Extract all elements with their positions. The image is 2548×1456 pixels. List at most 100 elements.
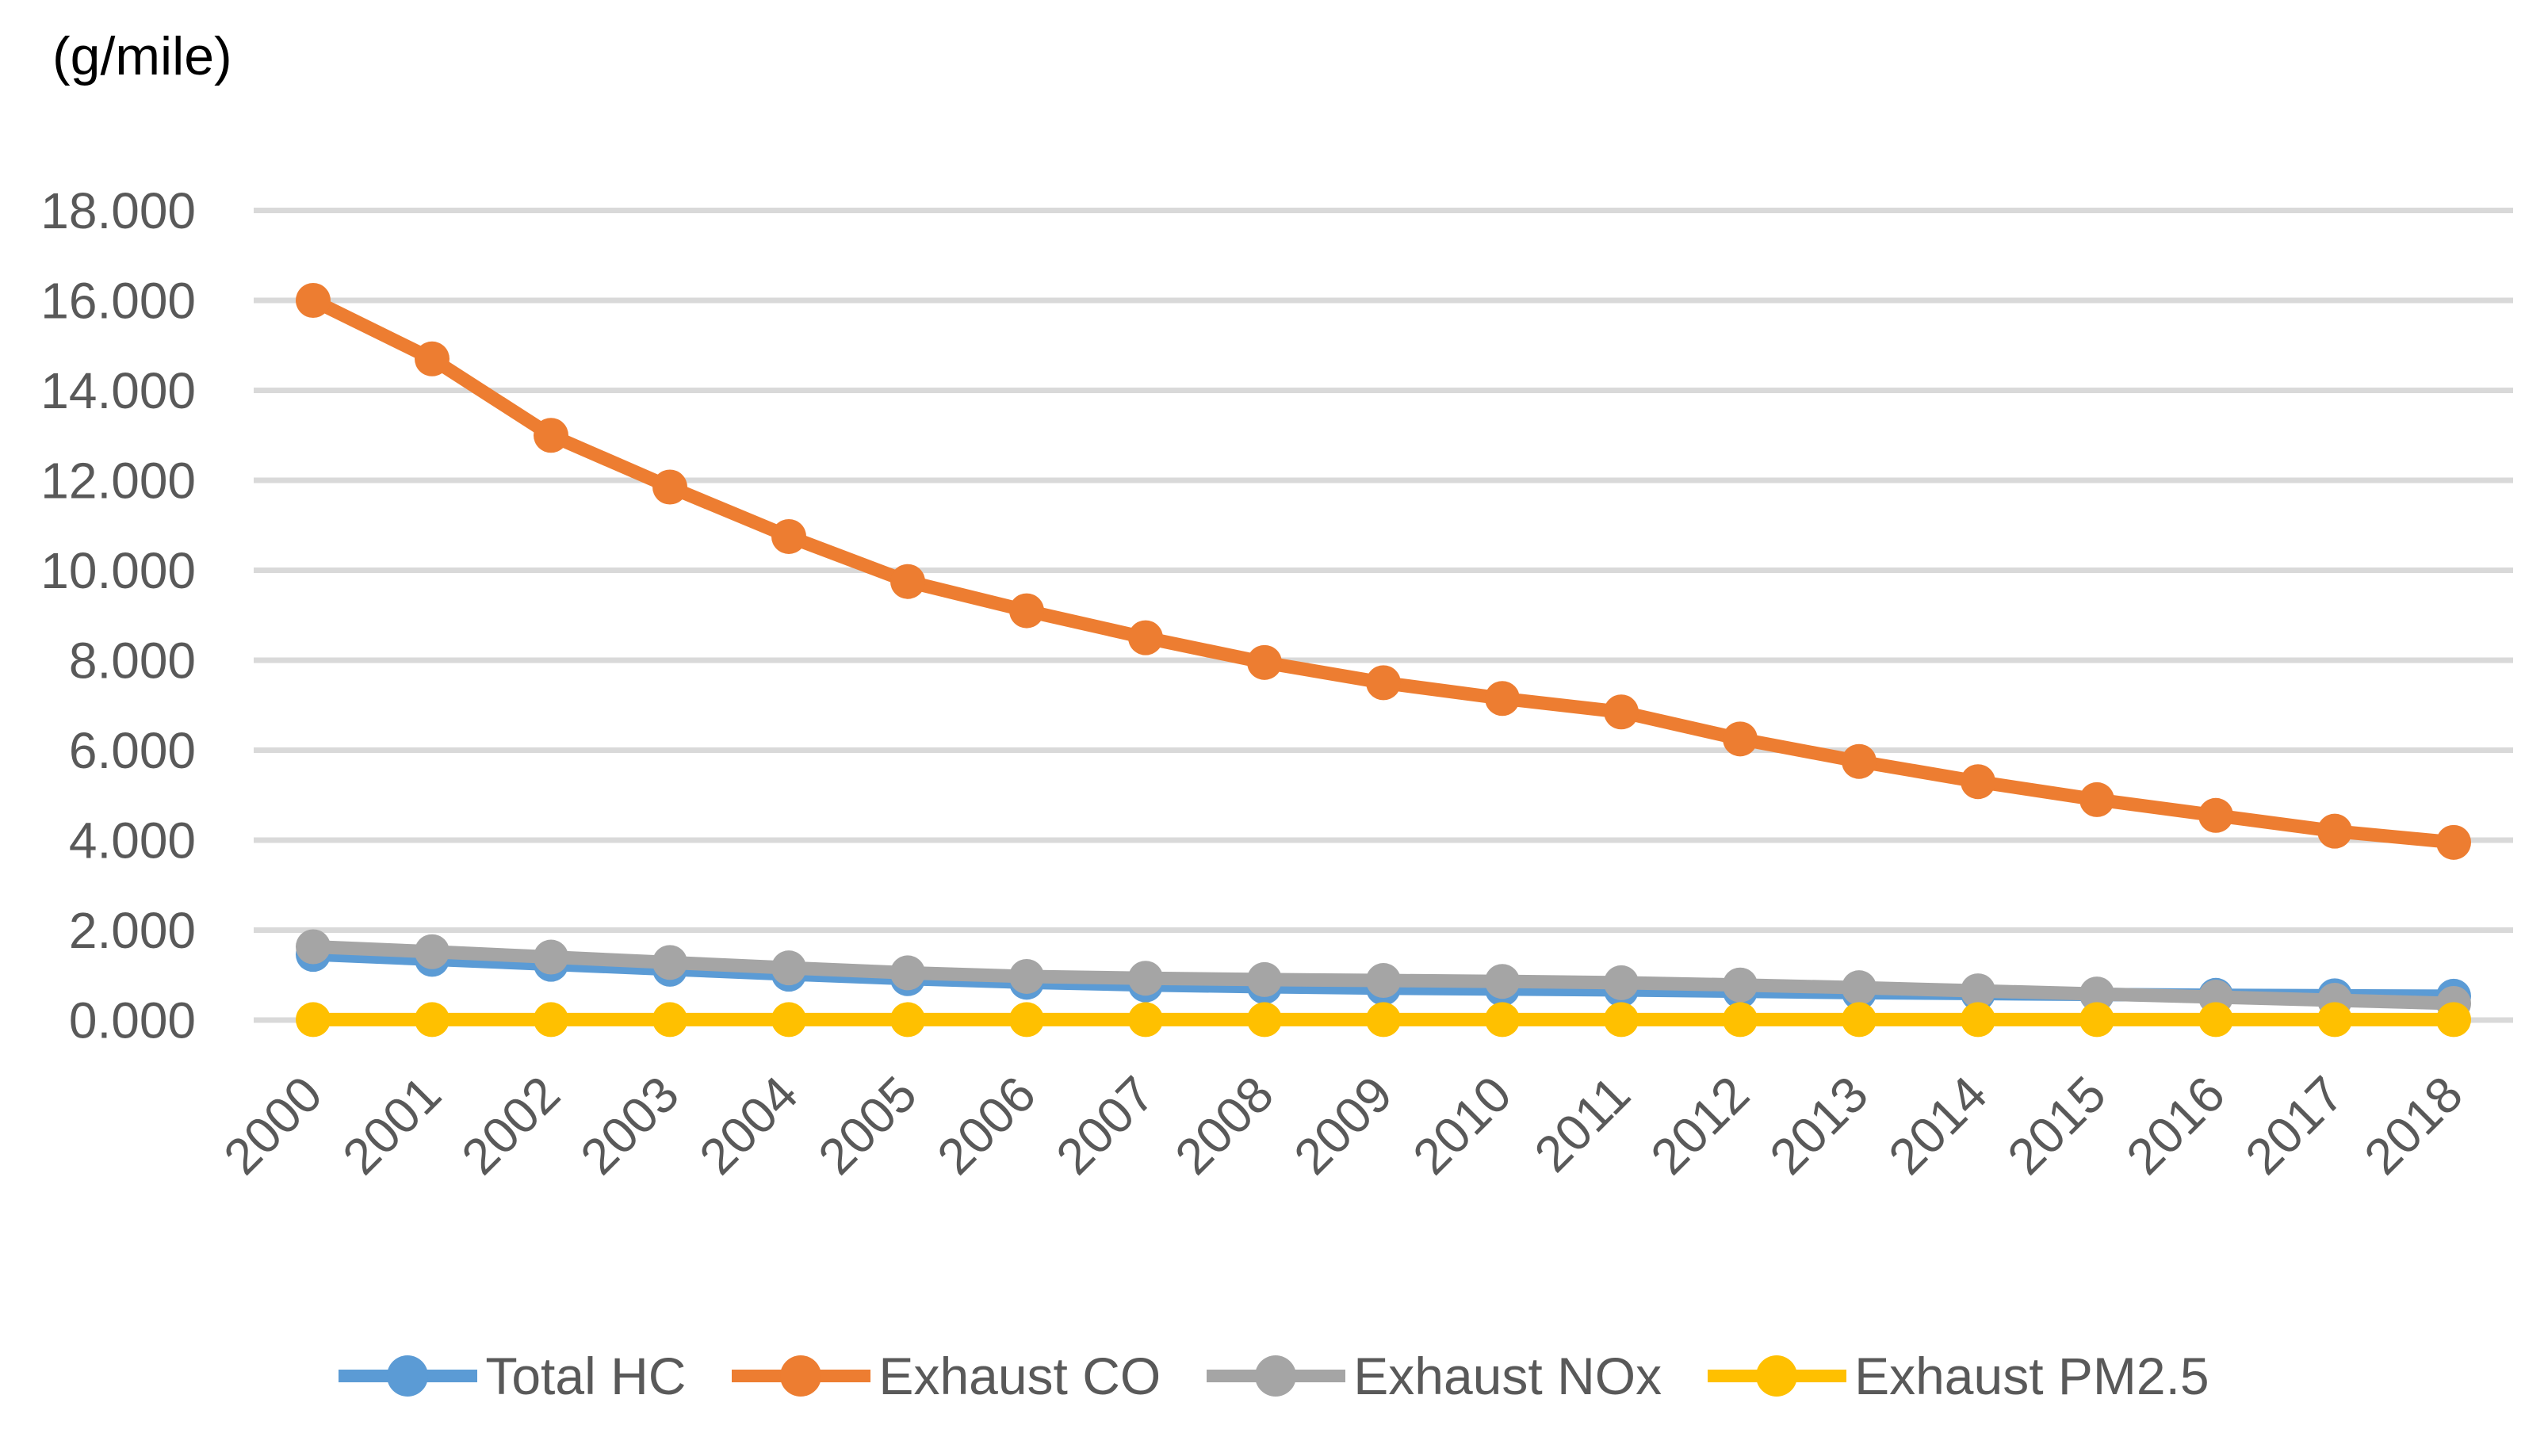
data-point-marker-exhaust-nox xyxy=(1247,961,1282,997)
data-point-marker-exhaust-pm2-5 xyxy=(2317,1002,2352,1038)
x-tick-label: 2000 xyxy=(212,1065,333,1186)
plot-area: 0.000 2.000 4.000 6.000 8.000 10.000 12.000 14.… xyxy=(40,182,2513,1186)
data-point-marker-exhaust-co xyxy=(2198,797,2233,833)
x-tick-label: 2004 xyxy=(688,1065,809,1186)
x-tick-label: 2011 xyxy=(1524,1065,1641,1183)
data-point-marker-exhaust-nox xyxy=(1842,970,1877,1006)
y-tick-label: 10.000 xyxy=(40,542,196,599)
gridlines xyxy=(254,208,2513,1023)
data-point-marker-exhaust-pm2-5 xyxy=(1604,1002,1639,1038)
data-point-marker-exhaust-co xyxy=(771,518,806,554)
data-point-marker-exhaust-co xyxy=(1247,644,1282,680)
data-point-marker-exhaust-co xyxy=(1485,681,1520,717)
data-point-marker-exhaust-co xyxy=(2079,782,2114,817)
data-point-marker-exhaust-nox xyxy=(1485,964,1520,999)
legend-item-total-hc: Total HC xyxy=(339,1346,686,1406)
data-point-marker-exhaust-pm2-5 xyxy=(1009,1002,1044,1038)
data-point-marker-exhaust-pm2-5 xyxy=(2198,1002,2233,1038)
data-point-marker-exhaust-nox xyxy=(1723,967,1758,1003)
data-point-marker-exhaust-co xyxy=(1842,743,1877,779)
data-point-marker-exhaust-pm2-5 xyxy=(2436,1002,2471,1038)
data-point-marker-exhaust-co xyxy=(652,469,687,505)
data-point-marker-exhaust-pm2-5 xyxy=(1485,1002,1520,1038)
y-tick-label: 18.000 xyxy=(40,182,196,239)
series-exhaust-pm2-5 xyxy=(296,1002,2471,1038)
y-axis-tick-labels: 0.000 2.000 4.000 6.000 8.000 10.000 12.000 14.… xyxy=(40,182,196,1049)
y-tick-label: 0.000 xyxy=(69,992,196,1049)
data-point-marker-exhaust-pm2-5 xyxy=(415,1002,450,1038)
data-point-marker-exhaust-co xyxy=(1961,764,1995,800)
legend-key-marker xyxy=(1255,1355,1297,1397)
data-point-marker-exhaust-nox xyxy=(1961,973,1995,1009)
data-point-marker-exhaust-nox xyxy=(652,945,687,980)
data-point-marker-exhaust-co xyxy=(2317,813,2352,849)
series-exhaust-co xyxy=(296,283,2471,860)
data-point-marker-exhaust-pm2-5 xyxy=(771,1002,806,1038)
legend-key-marker xyxy=(780,1355,822,1397)
legend: Total HC Exhaust CO Exhaust NOx Exhaust PM2… xyxy=(0,1346,2548,1406)
legend-item-exhaust-nox: Exhaust NOx xyxy=(1207,1346,1662,1406)
legend-label-exhaust-nox: Exhaust NOx xyxy=(1353,1347,1662,1405)
legend-key-total-hc xyxy=(339,1355,478,1397)
x-tick-label: 2013 xyxy=(1758,1065,1879,1186)
x-tick-label: 2008 xyxy=(1164,1065,1284,1186)
data-point-marker-exhaust-co xyxy=(296,283,331,318)
legend-label-total-hc: Total HC xyxy=(485,1347,687,1405)
y-tick-label: 12.000 xyxy=(40,452,196,509)
data-point-marker-exhaust-co xyxy=(1723,721,1758,757)
x-tick-label: 2017 xyxy=(2234,1065,2355,1186)
y-tick-label: 6.000 xyxy=(69,722,196,779)
legend-label-exhaust-pm2-5: Exhaust PM2.5 xyxy=(1854,1347,2209,1405)
x-tick-label: 2005 xyxy=(807,1065,928,1186)
x-tick-label: 2006 xyxy=(926,1065,1046,1186)
data-point-marker-exhaust-co xyxy=(534,418,568,453)
data-point-marker-exhaust-pm2-5 xyxy=(1128,1002,1163,1038)
data-point-marker-exhaust-nox xyxy=(415,934,450,969)
data-point-marker-exhaust-nox xyxy=(1366,963,1401,999)
data-point-marker-exhaust-co xyxy=(415,341,450,376)
x-tick-label: 2015 xyxy=(1996,1065,2117,1186)
data-point-marker-exhaust-pm2-5 xyxy=(296,1002,331,1038)
x-axis-tick-labels: 2000200120022003200420052006200720082009… xyxy=(212,1065,2473,1186)
x-tick-label: 2007 xyxy=(1045,1065,1165,1186)
data-point-marker-exhaust-co xyxy=(1366,665,1401,701)
data-point-marker-exhaust-nox xyxy=(1009,958,1044,994)
data-series xyxy=(296,283,2471,1038)
y-tick-label: 16.000 xyxy=(40,272,196,329)
data-point-marker-exhaust-pm2-5 xyxy=(1723,1002,1758,1038)
data-point-marker-exhaust-pm2-5 xyxy=(1842,1002,1877,1038)
x-tick-label: 2012 xyxy=(1639,1065,1760,1186)
data-point-marker-exhaust-nox xyxy=(890,955,925,991)
data-point-marker-exhaust-co xyxy=(1604,694,1639,730)
data-point-marker-exhaust-pm2-5 xyxy=(1247,1002,1282,1038)
x-tick-label: 2002 xyxy=(450,1065,571,1186)
x-tick-label: 2009 xyxy=(1283,1065,1403,1186)
data-point-marker-exhaust-pm2-5 xyxy=(890,1002,925,1038)
y-tick-label: 2.000 xyxy=(69,902,196,959)
legend-key-exhaust-pm2-5 xyxy=(1708,1355,1847,1397)
y-axis-unit-title: (g/mile) xyxy=(52,26,232,86)
legend-key-exhaust-co xyxy=(732,1355,871,1397)
x-tick-label: 2001 xyxy=(331,1065,452,1186)
data-point-marker-exhaust-nox xyxy=(296,929,331,965)
y-tick-label: 8.000 xyxy=(69,632,196,689)
legend-item-exhaust-co: Exhaust CO xyxy=(732,1346,1161,1406)
data-point-marker-exhaust-nox xyxy=(771,950,806,986)
legend-key-exhaust-nox xyxy=(1207,1355,1346,1397)
data-point-marker-exhaust-pm2-5 xyxy=(2079,1002,2114,1038)
y-tick-label: 14.000 xyxy=(40,362,196,419)
data-point-marker-exhaust-nox xyxy=(534,939,568,975)
data-point-marker-exhaust-co xyxy=(1128,620,1163,655)
x-tick-label: 2016 xyxy=(2115,1065,2236,1186)
x-tick-label: 2003 xyxy=(569,1065,690,1186)
data-point-marker-exhaust-pm2-5 xyxy=(1366,1002,1401,1038)
x-tick-label: 2014 xyxy=(1877,1065,1998,1186)
y-tick-label: 4.000 xyxy=(69,812,196,869)
x-tick-label: 2018 xyxy=(2353,1065,2473,1186)
legend-label-exhaust-co: Exhaust CO xyxy=(878,1347,1161,1405)
data-point-marker-exhaust-co xyxy=(890,564,925,599)
data-point-marker-exhaust-co xyxy=(1009,593,1044,629)
legend-item-exhaust-pm2-5: Exhaust PM2.5 xyxy=(1708,1346,2209,1406)
data-point-marker-exhaust-pm2-5 xyxy=(534,1002,568,1038)
